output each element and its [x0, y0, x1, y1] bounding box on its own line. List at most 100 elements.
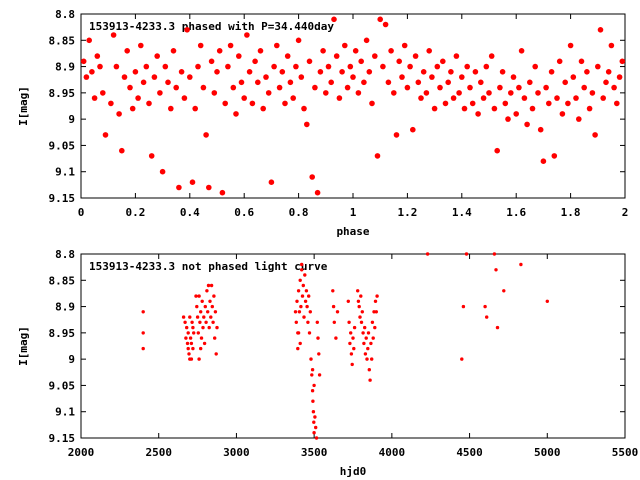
- data-point: [214, 69, 220, 75]
- data-point: [425, 252, 430, 256]
- data-point: [132, 69, 139, 75]
- data-point: [303, 299, 308, 303]
- data-point: [296, 289, 301, 293]
- data-point: [203, 304, 207, 309]
- data-point: [502, 289, 506, 293]
- data-point: [312, 420, 316, 424]
- data-points: [80, 16, 626, 196]
- data-point: [199, 346, 203, 351]
- data-point: [461, 304, 466, 309]
- data-point: [317, 352, 321, 356]
- data-point: [222, 100, 228, 107]
- data-point: [485, 315, 489, 319]
- data-point: [138, 42, 144, 49]
- data-point: [254, 79, 261, 86]
- data-point: [388, 48, 394, 54]
- y-tick-label: 9: [68, 353, 75, 366]
- data-point: [445, 79, 452, 86]
- data-point: [263, 74, 269, 80]
- data-point: [187, 352, 191, 356]
- data-point: [529, 105, 536, 112]
- data-point: [298, 278, 302, 282]
- data-point: [205, 289, 209, 293]
- data-point: [565, 100, 571, 107]
- data-point: [516, 84, 522, 91]
- data-point: [437, 84, 443, 91]
- data-point: [352, 325, 357, 330]
- y-tick-label: 8.95: [49, 327, 76, 340]
- data-point: [494, 147, 501, 154]
- data-point: [312, 84, 318, 91]
- data-point: [521, 95, 528, 101]
- data-point: [508, 90, 514, 96]
- data-point: [282, 100, 288, 107]
- data-point: [295, 37, 302, 44]
- data-point: [545, 299, 549, 303]
- data-point: [227, 42, 234, 49]
- y-axis-title: I[mag]: [17, 326, 30, 366]
- data-point: [356, 299, 361, 303]
- data-point: [293, 310, 298, 314]
- y-tick-label: 9.15: [49, 192, 76, 205]
- data-point: [213, 310, 218, 314]
- data-point: [494, 268, 498, 272]
- data-point: [210, 304, 214, 309]
- data-point: [299, 304, 303, 309]
- y-tick-label: 9.1: [55, 406, 75, 419]
- x-tick-label: 3500: [301, 446, 328, 459]
- data-point: [271, 63, 277, 70]
- data-point: [129, 105, 136, 112]
- data-point: [486, 90, 492, 96]
- data-point: [359, 320, 364, 324]
- data-point: [349, 352, 354, 356]
- data-point: [543, 84, 549, 91]
- data-point: [385, 79, 392, 86]
- x-axis-title: phase: [336, 225, 369, 238]
- data-point: [535, 90, 541, 96]
- x-tick-label: 0.8: [289, 206, 309, 219]
- data-point: [346, 299, 350, 303]
- data-point: [361, 331, 365, 335]
- data-point: [510, 74, 517, 80]
- data-point: [127, 84, 133, 91]
- data-point: [475, 111, 481, 117]
- data-point: [108, 100, 114, 107]
- data-point: [216, 48, 223, 54]
- data-point: [404, 84, 411, 91]
- data-point: [605, 69, 612, 75]
- data-point: [89, 69, 95, 75]
- data-point: [113, 63, 120, 70]
- x-tick-label: 1: [350, 206, 357, 219]
- data-point: [595, 63, 601, 70]
- data-point: [302, 315, 306, 319]
- data-point: [307, 294, 311, 298]
- data-point: [499, 69, 506, 75]
- data-point: [300, 262, 304, 267]
- data-point: [469, 100, 476, 107]
- x-tick-label: 0.6: [234, 206, 254, 219]
- data-point: [527, 79, 533, 86]
- data-point: [293, 63, 299, 70]
- data-point: [548, 69, 555, 75]
- data-point: [352, 346, 356, 351]
- data-point: [141, 346, 145, 351]
- data-point: [192, 331, 196, 335]
- data-point: [532, 63, 538, 70]
- x-tick-label: 1.6: [506, 206, 526, 219]
- data-point: [165, 79, 171, 86]
- data-point: [119, 147, 125, 154]
- data-point: [241, 95, 247, 101]
- data-point: [168, 105, 174, 112]
- data-point: [301, 283, 305, 288]
- data-point: [373, 299, 378, 303]
- data-point: [176, 184, 182, 191]
- data-point: [211, 320, 215, 324]
- data-point: [191, 325, 195, 330]
- data-point: [328, 79, 335, 86]
- data-point: [334, 336, 338, 340]
- data-point: [483, 304, 487, 309]
- x-axis-title: hjd0: [340, 465, 367, 478]
- data-point: [420, 69, 427, 75]
- data-point: [206, 283, 211, 288]
